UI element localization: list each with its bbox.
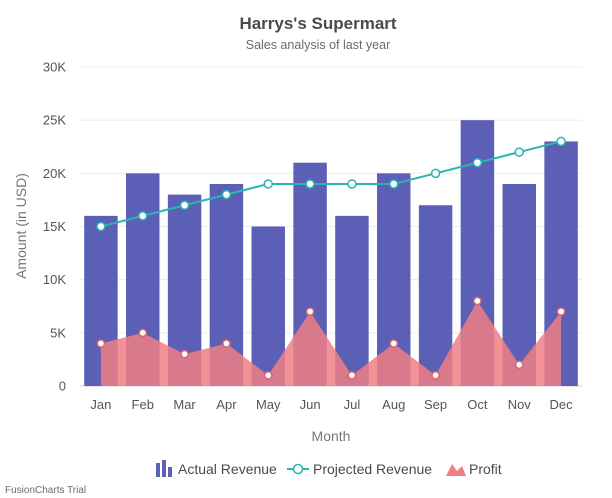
- profit-area-shape: [100, 300, 562, 386]
- projected-point[interactable]: [472, 157, 483, 168]
- legend-label-actual-revenue: Actual Revenue: [178, 461, 277, 477]
- projected-point[interactable]: [556, 136, 566, 147]
- projected-point[interactable]: [221, 189, 232, 200]
- x-tick-label: Sep: [424, 397, 447, 412]
- legend-item-projected-revenue[interactable]: Projected Revenue: [287, 461, 432, 477]
- y-axis-ticks: 0 5K 10K 15K 20K 25K 30K: [43, 60, 66, 394]
- profit-point[interactable]: [263, 371, 273, 380]
- y-tick-label: 10K: [43, 272, 66, 287]
- profit-point[interactable]: [473, 296, 482, 306]
- x-tick-label: Aug: [382, 397, 405, 412]
- projected-point[interactable]: [514, 147, 524, 157]
- x-tick-label: Dec: [550, 397, 574, 412]
- y-tick-label: 5K: [50, 325, 66, 340]
- y-tick-label: 0: [59, 379, 66, 394]
- chart-title: Harrys's Supermart: [239, 14, 396, 33]
- projected-revenue-path: [100, 140, 562, 228]
- profit-point[interactable]: [96, 339, 106, 348]
- x-tick-label: Nov: [508, 397, 532, 412]
- x-tick-label: Jan: [90, 397, 111, 412]
- y-tick-label: 20K: [43, 166, 66, 181]
- x-tick-label: Jul: [344, 397, 361, 412]
- grid-lines: [80, 66, 582, 387]
- profit-point[interactable]: [514, 360, 524, 370]
- area-chart-icon: [446, 464, 466, 476]
- profit-point[interactable]: [180, 349, 189, 359]
- bar-chart-icon: [156, 460, 172, 477]
- x-tick-label: Apr: [216, 397, 237, 412]
- projected-point[interactable]: [96, 221, 106, 232]
- x-axis-title: Month: [312, 428, 351, 444]
- profit-area: [96, 296, 566, 386]
- projected-point[interactable]: [138, 211, 148, 221]
- profit-point[interactable]: [347, 371, 357, 380]
- x-axis-ticks: Jan Feb Mar Apr May Jun Jul Aug Sep Oct Nov Dec: [90, 397, 573, 412]
- projected-point[interactable]: [263, 179, 273, 189]
- legend-item-profit[interactable]: Profit: [446, 461, 502, 477]
- x-tick-label: Mar: [173, 397, 196, 412]
- x-tick-label: May: [256, 397, 281, 412]
- y-axis-title: Amount (in USD): [13, 173, 29, 279]
- x-tick-label: Oct: [467, 397, 488, 412]
- projected-point[interactable]: [430, 168, 441, 179]
- y-tick-label: 30K: [43, 60, 66, 75]
- x-tick-label: Feb: [132, 397, 154, 412]
- projected-revenue-line: [96, 136, 566, 232]
- profit-point[interactable]: [305, 307, 315, 316]
- bar[interactable]: [335, 215, 369, 386]
- profit-point[interactable]: [138, 328, 148, 338]
- projected-point[interactable]: [179, 200, 190, 210]
- chart-subtitle: Sales analysis of last year: [246, 38, 391, 52]
- legend: Actual Revenue Projected Revenue Profit: [156, 460, 502, 477]
- projected-point[interactable]: [305, 179, 315, 189]
- profit-point[interactable]: [222, 339, 231, 348]
- trial-watermark: FusionCharts Trial: [5, 485, 86, 496]
- line-marker-icon: [287, 463, 309, 475]
- profit-point[interactable]: [431, 371, 440, 380]
- projected-point[interactable]: [347, 179, 357, 189]
- legend-label-projected-revenue: Projected Revenue: [313, 461, 432, 477]
- y-tick-label: 25K: [43, 113, 66, 128]
- legend-item-actual-revenue[interactable]: Actual Revenue: [156, 460, 277, 477]
- x-tick-label: Jun: [300, 397, 321, 412]
- projected-point[interactable]: [389, 179, 399, 189]
- profit-point[interactable]: [556, 307, 566, 316]
- profit-point[interactable]: [389, 339, 399, 348]
- legend-label-profit: Profit: [469, 461, 502, 477]
- y-tick-label: 15K: [43, 219, 66, 234]
